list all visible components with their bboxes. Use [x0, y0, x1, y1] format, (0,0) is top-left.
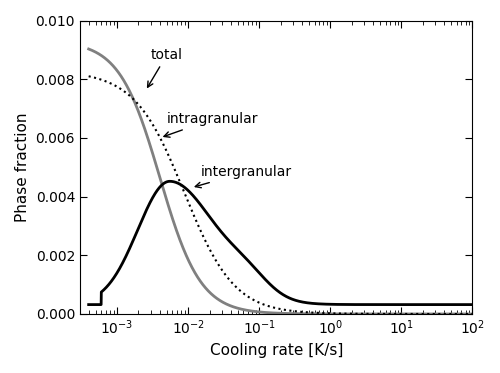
Text: intragranular: intragranular	[164, 112, 258, 137]
Y-axis label: Phase fraction: Phase fraction	[15, 113, 30, 222]
Text: total: total	[148, 48, 183, 87]
X-axis label: Cooling rate [K/s]: Cooling rate [K/s]	[210, 343, 343, 358]
Text: intergranular: intergranular	[196, 165, 292, 188]
